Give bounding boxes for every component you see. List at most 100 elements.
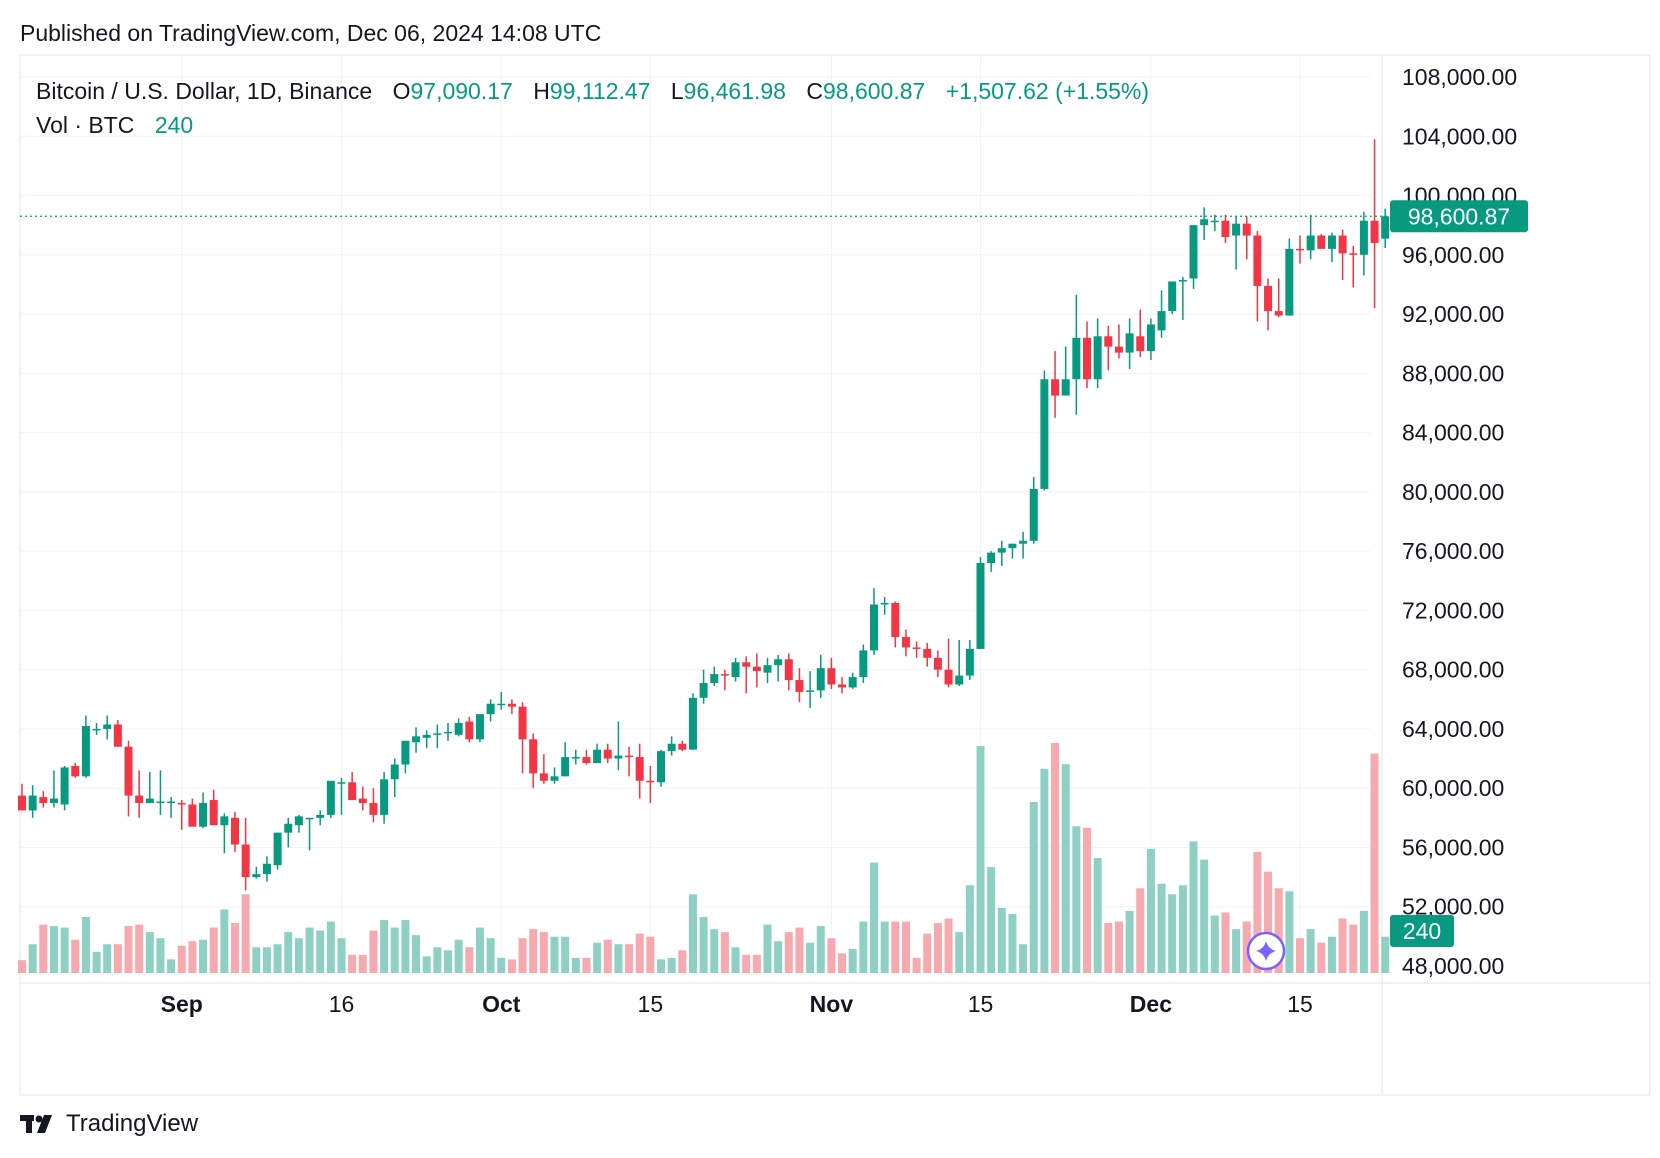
candle-body[interactable]: [486, 703, 495, 715]
candle-body[interactable]: [284, 823, 293, 833]
candle-body[interactable]: [390, 764, 399, 780]
candle-body[interactable]: [550, 776, 559, 781]
candle-body[interactable]: [859, 650, 868, 678]
candle-body[interactable]: [891, 602, 900, 638]
candle-body[interactable]: [795, 680, 804, 692]
candle-body[interactable]: [848, 677, 857, 688]
candle-body[interactable]: [369, 803, 378, 815]
candle-body[interactable]: [81, 725, 90, 777]
candle-body[interactable]: [113, 724, 122, 747]
candle-body[interactable]: [667, 743, 676, 752]
candle-body[interactable]: [433, 733, 442, 735]
candle-body[interactable]: [593, 749, 602, 764]
candle-body[interactable]: [103, 724, 112, 729]
candle-body[interactable]: [561, 757, 570, 777]
candle-body[interactable]: [870, 604, 878, 651]
candle-body[interactable]: [997, 548, 1006, 553]
candle-body[interactable]: [901, 637, 910, 648]
candle-body[interactable]: [699, 683, 708, 698]
candle-body[interactable]: [1189, 225, 1198, 279]
candle-body[interactable]: [465, 721, 474, 740]
candle-body[interactable]: [1381, 216, 1390, 239]
candle-body[interactable]: [774, 659, 783, 666]
candle-body[interactable]: [1200, 219, 1209, 226]
legend-volume-label[interactable]: Vol · BTC: [36, 112, 135, 138]
candle-body[interactable]: [337, 782, 346, 784]
candle-body[interactable]: [1157, 311, 1166, 331]
candle-body[interactable]: [444, 731, 452, 734]
candle-body[interactable]: [145, 798, 154, 804]
candle-body[interactable]: [944, 669, 953, 685]
candle-body[interactable]: [1051, 379, 1060, 396]
candle-body[interactable]: [1317, 235, 1326, 249]
candle-body[interactable]: [806, 690, 815, 692]
candle-body[interactable]: [635, 757, 644, 781]
candle-body[interactable]: [252, 874, 261, 878]
candle-body[interactable]: [625, 755, 634, 758]
candle-body[interactable]: [177, 803, 186, 805]
candle-body[interactable]: [1104, 336, 1113, 347]
candle-body[interactable]: [1359, 220, 1368, 255]
candle-body[interactable]: [1210, 220, 1219, 223]
candle-body[interactable]: [135, 795, 144, 804]
candle-body[interactable]: [1285, 248, 1294, 316]
candle-body[interactable]: [933, 657, 942, 670]
candle-body[interactable]: [60, 767, 69, 805]
candle-body[interactable]: [657, 751, 665, 783]
candle-body[interactable]: [380, 779, 389, 815]
candle-body[interactable]: [28, 795, 37, 811]
candle-body[interactable]: [241, 844, 250, 878]
candle-body[interactable]: [294, 816, 303, 826]
candle-body[interactable]: [1221, 220, 1230, 238]
candle-body[interactable]: [880, 602, 889, 605]
candle-body[interactable]: [167, 801, 176, 804]
candle-body[interactable]: [731, 662, 740, 678]
candle-body[interactable]: [497, 703, 506, 706]
candle-body[interactable]: [976, 562, 985, 649]
candle-body[interactable]: [220, 816, 229, 826]
candle-body[interactable]: [454, 723, 463, 735]
candle-body[interactable]: [742, 662, 751, 667]
candle-body[interactable]: [39, 797, 48, 804]
candle-body[interactable]: [262, 863, 271, 875]
candle-body[interactable]: [1008, 543, 1017, 549]
candle-body[interactable]: [529, 739, 538, 774]
candle-body[interactable]: [358, 798, 367, 804]
candle-body[interactable]: [1306, 235, 1315, 251]
candle-body[interactable]: [199, 803, 208, 827]
candle-body[interactable]: [18, 795, 26, 811]
candle-body[interactable]: [1168, 281, 1177, 312]
candle-body[interactable]: [1296, 248, 1304, 251]
candle-body[interactable]: [273, 832, 282, 866]
candle-body[interactable]: [1232, 223, 1241, 236]
candle-body[interactable]: [720, 674, 729, 676]
candle-body[interactable]: [1083, 337, 1091, 380]
candle-body[interactable]: [124, 746, 133, 796]
candle-body[interactable]: [1178, 279, 1187, 282]
candle-body[interactable]: [955, 675, 964, 685]
candle-body[interactable]: [816, 668, 825, 691]
candle-body[interactable]: [305, 817, 314, 820]
candle-body[interactable]: [507, 703, 516, 707]
candle-body[interactable]: [475, 714, 484, 740]
candle-body[interactable]: [646, 780, 655, 783]
candle-body[interactable]: [209, 800, 218, 826]
candle-body[interactable]: [987, 552, 996, 563]
candle-body[interactable]: [838, 684, 847, 688]
candle-body[interactable]: [1370, 220, 1379, 243]
candle-body[interactable]: [156, 801, 165, 804]
candle-body[interactable]: [1327, 235, 1336, 249]
candle-body[interactable]: [231, 817, 239, 845]
candle-body[interactable]: [401, 740, 410, 765]
candle-body[interactable]: [1253, 235, 1262, 286]
candle-body[interactable]: [1125, 333, 1134, 353]
candle-body[interactable]: [678, 743, 687, 750]
candle-body[interactable]: [688, 697, 697, 750]
candle-body[interactable]: [92, 728, 101, 731]
candle-body[interactable]: [1264, 285, 1273, 312]
candle-body[interactable]: [1019, 540, 1028, 544]
candle-body[interactable]: [1114, 346, 1123, 353]
candle-body[interactable]: [1040, 379, 1049, 489]
candle-body[interactable]: [965, 648, 974, 676]
